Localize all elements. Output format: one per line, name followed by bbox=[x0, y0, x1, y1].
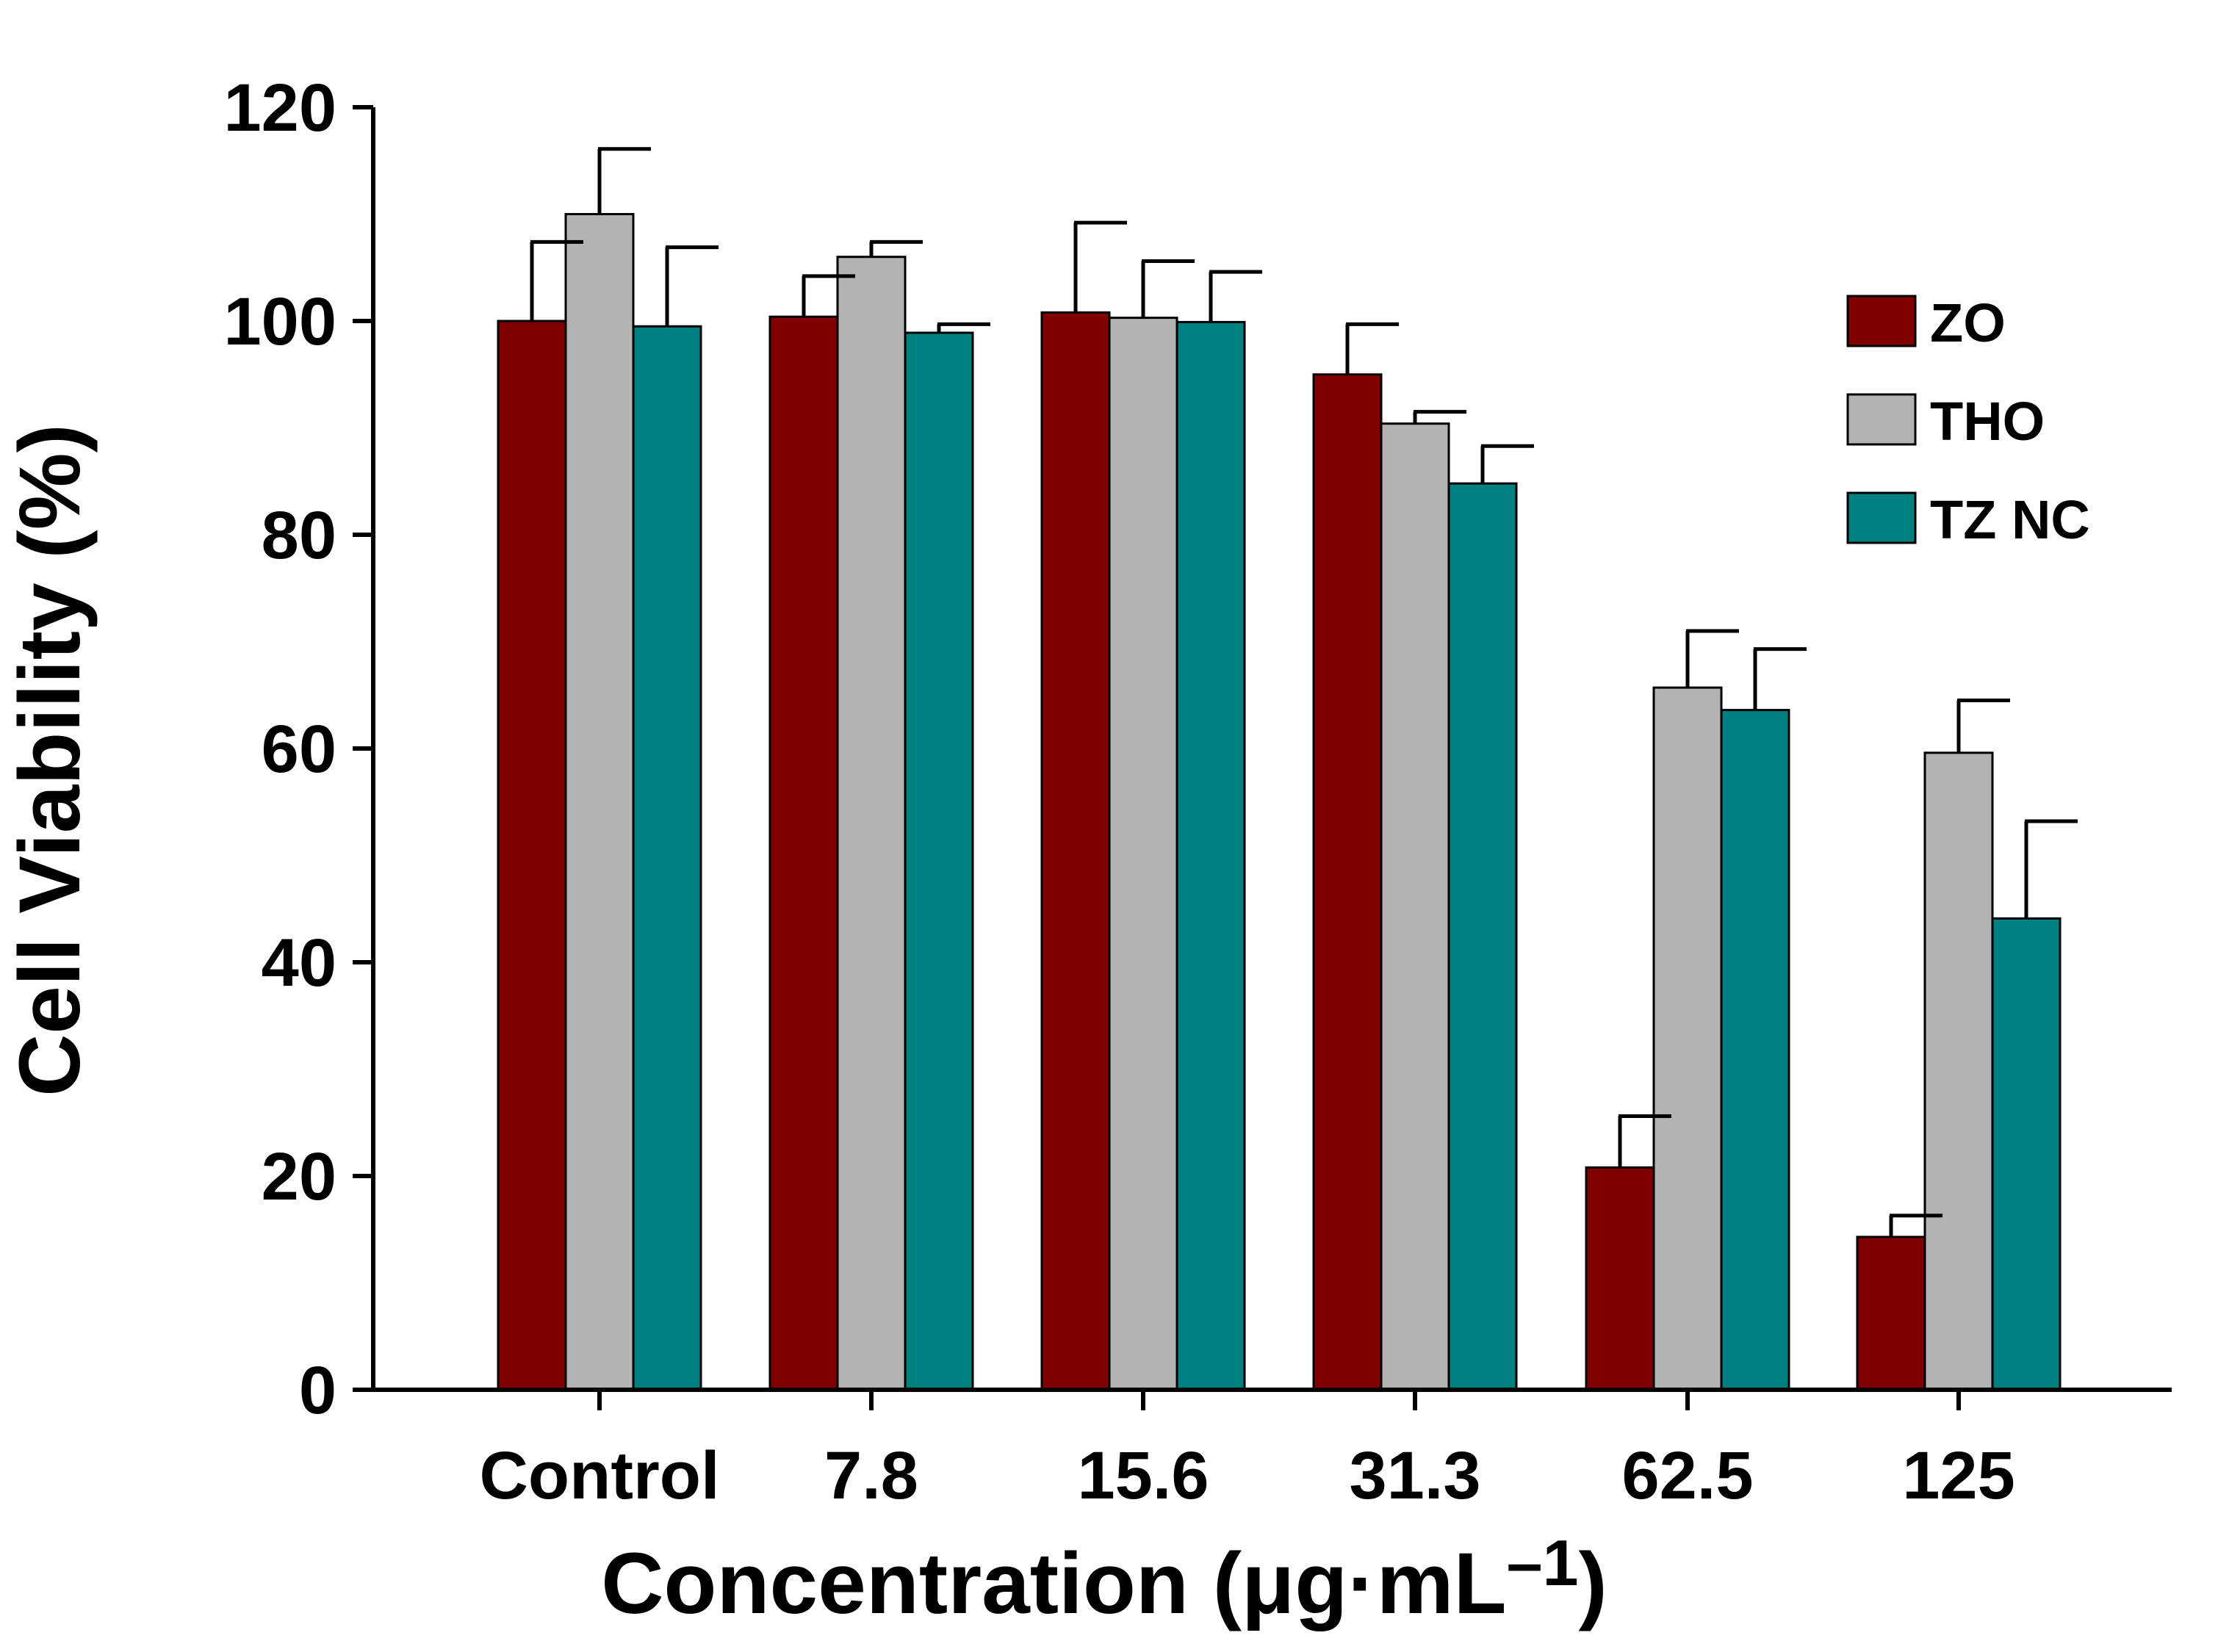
ticks-layer: 0 20 40 60 80 100 120 Control 7.8 15.6 31.3 62.5 125 bbox=[224, 71, 2015, 1513]
x-axis-title-close: ) bbox=[1579, 1535, 1607, 1632]
bar-zo-4 bbox=[1585, 1166, 1655, 1391]
bar-tho-0 bbox=[564, 213, 635, 1391]
bar-tho-2 bbox=[1108, 317, 1178, 1391]
legend-swatch bbox=[1846, 393, 1917, 446]
x-axis-title-main: Concentration (μg·mL bbox=[601, 1535, 1506, 1632]
error-bars-layer bbox=[530, 147, 2078, 1237]
bar-zo-3 bbox=[1312, 373, 1383, 1391]
legend-label: THO bbox=[1930, 391, 2045, 452]
bar-zo-5 bbox=[1856, 1236, 1926, 1391]
bar-tz-nc-5 bbox=[1991, 917, 2062, 1391]
bar-zo-1 bbox=[768, 315, 839, 1391]
y-tick-label: 60 bbox=[262, 712, 336, 787]
legend-swatch bbox=[1846, 295, 1917, 347]
x-category-label: 62.5 bbox=[1621, 1438, 1753, 1513]
bar-zo-2 bbox=[1040, 311, 1111, 1391]
y-tick-label: 120 bbox=[224, 71, 337, 145]
legend-label: TZ NC bbox=[1930, 489, 2090, 550]
x-category-label: 7.8 bbox=[824, 1438, 918, 1513]
bars-layer bbox=[497, 213, 2062, 1391]
legend-swatch bbox=[1846, 491, 1917, 544]
legend-item-tho: THO bbox=[1846, 391, 2045, 452]
y-tick-label: 0 bbox=[299, 1353, 336, 1428]
bar-zo-0 bbox=[497, 320, 567, 1391]
x-category-label: 31.3 bbox=[1349, 1438, 1480, 1513]
bar-tz-nc-1 bbox=[904, 331, 974, 1391]
legend-label: ZO bbox=[1930, 292, 2006, 353]
bar-tz-nc-3 bbox=[1447, 482, 1518, 1391]
x-category-label: Control bbox=[479, 1438, 719, 1513]
bar-tho-4 bbox=[1652, 686, 1723, 1391]
legend-item-tz-nc: TZ NC bbox=[1846, 489, 2090, 550]
bar-tz-nc-4 bbox=[1720, 709, 1790, 1391]
x-axis-title-superscript: –1 bbox=[1507, 1526, 1579, 1599]
bar-tho-5 bbox=[1923, 751, 1994, 1391]
bar-tz-nc-0 bbox=[632, 325, 702, 1391]
y-tick-label: 20 bbox=[262, 1139, 336, 1214]
legend: ZO THO TZ NC bbox=[1846, 292, 2090, 550]
bar-tho-3 bbox=[1380, 422, 1450, 1391]
x-axis-title: Concentration (μg·mL–1) bbox=[601, 1526, 1607, 1632]
bar-tho-1 bbox=[836, 256, 907, 1391]
x-category-label: 125 bbox=[1902, 1438, 2015, 1513]
y-axis-title: Cell Viability (%) bbox=[1, 424, 98, 1097]
bar-tz-nc-2 bbox=[1175, 320, 1246, 1391]
y-tick-label: 80 bbox=[262, 498, 336, 573]
y-tick-label: 100 bbox=[224, 284, 337, 359]
x-category-label: 15.6 bbox=[1077, 1438, 1209, 1513]
legend-item-zo: ZO bbox=[1846, 292, 2006, 353]
y-tick-label: 40 bbox=[262, 926, 336, 1000]
